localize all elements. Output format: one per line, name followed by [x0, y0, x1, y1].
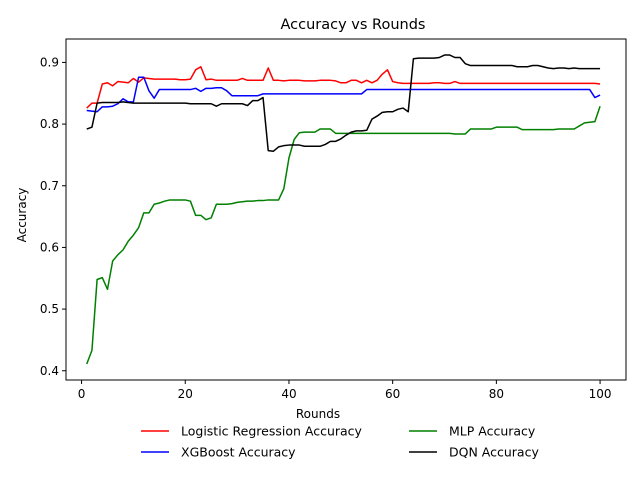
y-axis: 0.4 0.5 0.6 0.7 0.8 0.9 [40, 55, 66, 378]
series-line-mlp [86, 105, 601, 365]
x-tick-label: 0 [78, 387, 86, 401]
y-axis-label: Accuracy [15, 188, 29, 243]
y-tick-label: 0.9 [40, 55, 59, 69]
x-axis: 0 20 40 60 80 100 [78, 380, 612, 401]
y-tick-label: 0.5 [40, 302, 59, 316]
y-tick-label: 0.8 [40, 117, 59, 131]
x-tick-label: 80 [489, 387, 504, 401]
x-axis-label: Rounds [296, 407, 340, 421]
x-tick-label: 60 [385, 387, 400, 401]
y-tick-label: 0.7 [40, 179, 59, 193]
legend-label-logistic-regression: Logistic Regression Accuracy [181, 424, 363, 439]
legend-label-dqn: DQN Accuracy [449, 445, 539, 460]
x-tick-label: 100 [589, 387, 612, 401]
plot-frame [65, 38, 627, 381]
chart-title: Accuracy vs Rounds [281, 17, 426, 33]
legend: Logistic Regression Accuracy XGBoost Accu… [141, 424, 539, 460]
series-layer [86, 54, 601, 365]
y-tick-label: 0.6 [40, 240, 59, 254]
series-line-logistic-regression [86, 66, 601, 109]
y-tick-label: 0.4 [40, 364, 59, 378]
series-line-xgboost [86, 76, 601, 113]
legend-label-xgboost: XGBoost Accuracy [181, 445, 296, 460]
x-tick-label: 40 [281, 387, 296, 401]
series-line-dqn [86, 54, 601, 152]
legend-label-mlp: MLP Accuracy [449, 424, 536, 439]
x-tick-label: 20 [178, 387, 193, 401]
